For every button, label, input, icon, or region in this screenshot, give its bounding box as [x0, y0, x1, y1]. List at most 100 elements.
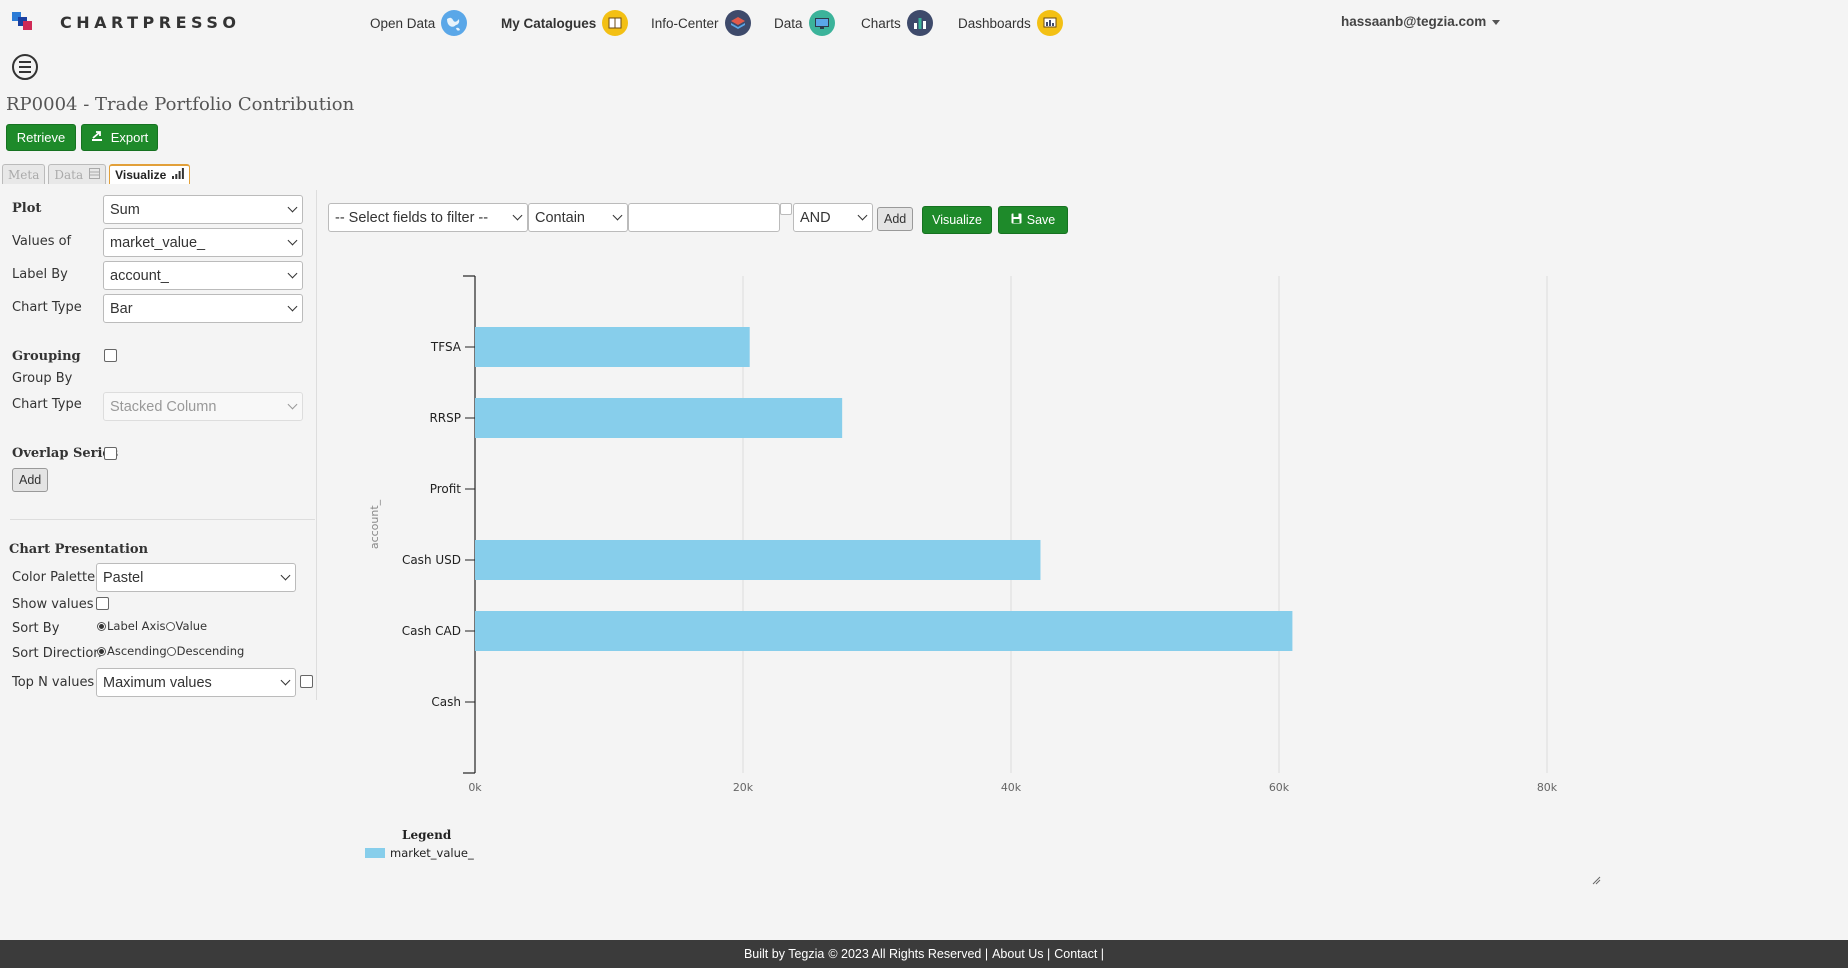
- filter-operator-select[interactable]: Contain: [528, 203, 628, 232]
- legend-item[interactable]: market_value_: [365, 846, 474, 860]
- chart-type-select[interactable]: Bar: [103, 294, 303, 323]
- add-filter-button[interactable]: Add: [877, 207, 914, 231]
- filter-field-select[interactable]: -- Select fields to filter --: [328, 203, 528, 232]
- filter-case-checkbox[interactable]: [780, 203, 792, 215]
- nav-info-center[interactable]: Info-Center: [651, 10, 751, 36]
- label-by-select[interactable]: account_: [103, 261, 303, 290]
- table-icon: [89, 167, 101, 182]
- sort-direction-radio-group: Ascending Descending: [97, 644, 244, 658]
- plot-label: Plot: [12, 201, 42, 216]
- monitor-icon: [808, 10, 835, 36]
- nav-data[interactable]: Data: [774, 10, 835, 36]
- radio-label: Value: [175, 619, 208, 633]
- footer-built-by: Built by Tegzia: [743, 947, 825, 961]
- nav-my-catalogues[interactable]: My Catalogues: [501, 10, 629, 36]
- tab-meta[interactable]: Meta: [2, 164, 46, 184]
- chevron-down-icon: [512, 210, 523, 221]
- filter-conjunction-select[interactable]: AND: [793, 203, 873, 232]
- top-navbar: CHARTPRESSO Open Data My Catalogues Info…: [0, 0, 1848, 46]
- retrieve-button[interactable]: Retrieve: [6, 124, 76, 151]
- nav-label: My Catalogues: [501, 15, 597, 31]
- plot-select[interactable]: Sum: [103, 195, 303, 224]
- label-by-value: account_: [110, 267, 169, 284]
- export-button[interactable]: Export: [81, 124, 158, 151]
- retrieve-label: Retrieve: [16, 130, 66, 145]
- sort-descending-radio[interactable]: [166, 646, 176, 656]
- filter-value-input[interactable]: [628, 203, 780, 232]
- chart-type-value: Bar: [110, 300, 133, 317]
- sort-ascending-radio[interactable]: [97, 646, 106, 656]
- filter-conjunction-value: AND: [800, 209, 831, 226]
- color-palette-select[interactable]: Pastel: [96, 563, 296, 592]
- show-values-label: Show values: [12, 597, 94, 612]
- menu-icon[interactable]: [12, 54, 38, 80]
- nav-label: Open Data: [370, 15, 436, 31]
- save-icon: [1011, 213, 1022, 227]
- tab-visualize[interactable]: Visualize: [109, 164, 191, 184]
- overlap-series-checkbox[interactable]: [104, 447, 117, 460]
- group-chart-type-select[interactable]: Stacked Column: [103, 392, 303, 421]
- y-tick-label: RRSP: [429, 411, 461, 425]
- chevron-down-icon: [287, 268, 298, 279]
- user-menu[interactable]: hassaanb@tegzia.com: [1341, 14, 1501, 29]
- export-label: Export: [110, 130, 149, 145]
- bar[interactable]: [475, 540, 1041, 580]
- visualize-label: Visualize: [932, 213, 982, 227]
- top-n-checkbox[interactable]: [300, 675, 313, 688]
- nav-dashboards[interactable]: Dashboards: [958, 10, 1063, 36]
- sort-by-label: Sort By: [12, 621, 60, 636]
- add-series-label: Add: [19, 473, 42, 487]
- x-tick-label: 60k: [1269, 781, 1290, 794]
- y-tick-label: Cash CAD: [402, 624, 461, 638]
- values-of-select[interactable]: market_value_: [103, 228, 303, 257]
- add-series-button[interactable]: Add: [12, 468, 49, 492]
- group-chart-type-value: Stacked Column: [110, 398, 217, 415]
- nav-label: Dashboards: [958, 15, 1031, 31]
- nav-open-data[interactable]: Open Data: [370, 10, 468, 36]
- bar-chart-icon: [906, 10, 933, 36]
- x-tick-label: 40k: [1001, 781, 1022, 794]
- radio-label: Ascending: [107, 644, 167, 658]
- label-by-label: Label By: [12, 267, 68, 282]
- chart-presentation-heading: Chart Presentation: [9, 542, 149, 557]
- brand-name[interactable]: CHARTPRESSO: [60, 13, 241, 32]
- logo-icon[interactable]: [12, 12, 34, 32]
- tab-label: Data: [54, 167, 84, 182]
- group-by-label: Group By: [12, 371, 73, 386]
- tab-data[interactable]: Data: [48, 164, 107, 184]
- save-button[interactable]: Save: [998, 206, 1068, 234]
- bar-chart: 0k 20k 40k 60k 80k TFSA RRSP Profit Cash USD Cash…: [368, 275, 1558, 794]
- chevron-down-icon: [287, 399, 298, 410]
- footer-about-link[interactable]: About Us |: [992, 947, 1051, 961]
- bar[interactable]: [475, 611, 1293, 651]
- footer-contact-link[interactable]: Contact |: [1054, 947, 1105, 961]
- visualize-button[interactable]: Visualize: [922, 206, 992, 234]
- show-values-checkbox[interactable]: [96, 597, 109, 610]
- color-palette-label: Color Palette: [12, 570, 96, 585]
- user-email: hassaanb@tegzia.com: [1341, 14, 1487, 29]
- top-n-value: Maximum values: [103, 674, 212, 691]
- x-tick-label: 80k: [1537, 781, 1558, 794]
- chevron-down-icon: [287, 202, 298, 213]
- chevron-down-icon: [287, 235, 298, 246]
- bar[interactable]: [475, 398, 843, 438]
- footer: Built by Tegzia © 2023 All Rights Reserv…: [0, 940, 1848, 968]
- chart-type-label: Chart Type: [12, 300, 82, 315]
- y-tick-label: TFSA: [430, 340, 462, 354]
- grouping-checkbox[interactable]: [104, 349, 117, 362]
- nav-charts[interactable]: Charts: [861, 10, 933, 36]
- sort-by-value-radio[interactable]: [165, 621, 175, 631]
- legend-swatch: [365, 848, 385, 858]
- resize-handle-icon[interactable]: [1592, 876, 1601, 885]
- sort-by-label-axis-radio[interactable]: [97, 621, 106, 631]
- book-icon: [602, 10, 629, 36]
- top-n-select[interactable]: Maximum values: [96, 668, 296, 697]
- group-chart-type-label: Chart Type: [12, 397, 82, 412]
- nav-label: Info-Center: [651, 15, 719, 31]
- bar[interactable]: [475, 327, 750, 367]
- tab-label: Meta: [8, 167, 40, 182]
- dashboard-icon: [1036, 10, 1063, 36]
- filter-field-placeholder: -- Select fields to filter --: [335, 209, 489, 226]
- radio-label: Label Axis: [107, 619, 166, 633]
- grouping-label: Grouping: [12, 349, 81, 364]
